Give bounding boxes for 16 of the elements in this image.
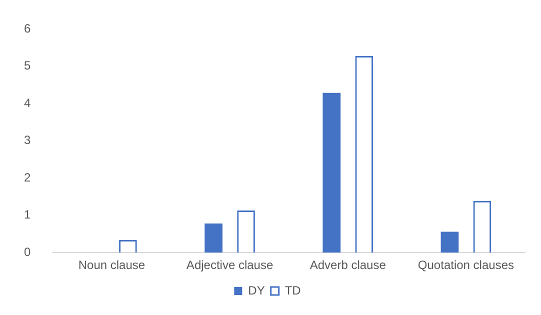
y-tick-label: 5 <box>24 58 31 73</box>
x-tick-label: Noun clause <box>78 258 146 272</box>
y-tick-label: 3 <box>24 133 31 148</box>
y-tick-label: 2 <box>24 170 31 184</box>
x-tick-label: Quotation clauses <box>418 258 514 272</box>
y-tick-label: 6 <box>24 22 31 36</box>
bar <box>440 232 459 253</box>
y-tick-label: 4 <box>24 96 31 110</box>
x-tick-label: Adverb clause <box>310 258 386 272</box>
legend-label: DY <box>248 283 265 298</box>
x-tick-label: Adjective clause <box>186 258 274 272</box>
y-tick-label: 0 <box>24 244 31 259</box>
legend-label: TD <box>284 283 302 298</box>
bar <box>204 224 222 253</box>
y-tick-label: 1 <box>24 208 31 222</box>
bar <box>322 92 341 253</box>
